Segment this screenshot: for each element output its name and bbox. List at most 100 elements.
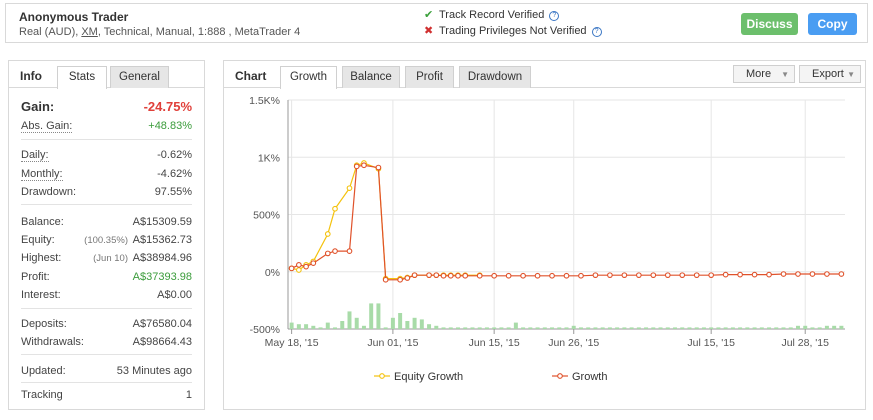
data-point[interactable]: [440, 272, 447, 279]
monthly-label[interactable]: Monthly:: [21, 168, 63, 181]
updated-row: Updated: 53 Minutes ago: [21, 365, 192, 377]
data-point[interactable]: [708, 272, 715, 279]
data-point[interactable]: [607, 272, 613, 279]
data-point[interactable]: [505, 272, 512, 279]
data-point[interactable]: [426, 272, 432, 279]
more-dropdown[interactable]: More ▼: [733, 65, 795, 83]
abs-gain-label[interactable]: Abs. Gain:: [21, 120, 73, 133]
data-point[interactable]: [809, 271, 816, 277]
tab-general[interactable]: General: [110, 66, 169, 88]
daily-label[interactable]: Daily:: [21, 149, 49, 162]
more-label: More: [746, 68, 772, 80]
data-point[interactable]: [737, 271, 743, 278]
data-point[interactable]: [549, 272, 555, 279]
data-point[interactable]: [324, 250, 331, 257]
activity-bar: [586, 327, 591, 329]
y-tick-label: 500%: [253, 210, 280, 222]
activity-bar: [651, 327, 656, 329]
data-point[interactable]: [288, 265, 295, 272]
data-point[interactable]: [578, 272, 584, 279]
activity-bar: [644, 327, 649, 329]
data-point[interactable]: [664, 272, 671, 279]
data-point[interactable]: [780, 271, 787, 277]
data-point[interactable]: [520, 272, 526, 279]
tab-profit[interactable]: Profit: [405, 66, 454, 88]
activity-bar: [528, 327, 533, 329]
equity-row: Equity: (100.35%) A$15362.73: [21, 234, 192, 246]
data-point[interactable]: [592, 272, 599, 279]
data-point[interactable]: [411, 272, 418, 279]
data-point[interactable]: [310, 260, 317, 267]
copy-button[interactable]: Copy: [808, 13, 857, 35]
data-point[interactable]: [455, 272, 461, 279]
data-point[interactable]: [722, 271, 729, 278]
data-point[interactable]: [621, 272, 628, 279]
data-point[interactable]: [382, 276, 389, 283]
chevron-down-icon: ▼: [781, 70, 789, 79]
x-tick-label: Jun 15, '15: [469, 337, 520, 349]
activity-bar: [434, 325, 439, 329]
export-dropdown[interactable]: Export ▼: [799, 65, 861, 83]
activity-bar: [289, 322, 294, 329]
activity-bar: [376, 303, 381, 329]
help-icon[interactable]: ?: [591, 27, 602, 37]
data-point[interactable]: [693, 272, 700, 279]
data-point[interactable]: [650, 272, 657, 279]
data-point[interactable]: [766, 271, 772, 278]
legend-label[interactable]: Growth: [572, 371, 607, 383]
data-point[interactable]: [534, 272, 541, 279]
data-point[interactable]: [491, 272, 498, 279]
tab-drawdown[interactable]: Drawdown: [459, 66, 531, 88]
activity-bar: [506, 327, 511, 329]
data-point[interactable]: [433, 272, 440, 279]
activity-bar: [535, 327, 540, 329]
broker-link[interactable]: XM: [81, 26, 98, 38]
activity-bar: [405, 321, 410, 329]
tab-stats[interactable]: Stats: [57, 66, 107, 89]
account-details: Real (AUD), XM, Technical, Manual, 1:888…: [19, 26, 300, 38]
data-point[interactable]: [397, 276, 403, 283]
balance-row: Balance: A$15309.59: [21, 216, 192, 228]
data-point[interactable]: [635, 272, 642, 279]
data-point[interactable]: [563, 272, 570, 279]
tab-balance[interactable]: Balance: [342, 66, 400, 88]
activity-bar: [767, 327, 772, 329]
discuss-button[interactable]: Discuss: [741, 13, 798, 35]
data-point[interactable]: [679, 272, 686, 279]
help-icon[interactable]: ?: [549, 11, 560, 21]
data-point[interactable]: [303, 263, 309, 270]
data-point[interactable]: [462, 272, 469, 279]
activity-bar: [680, 327, 685, 329]
x-tick-label: Jul 15, '15: [687, 337, 735, 349]
activity-bar: [788, 327, 793, 329]
tab-growth[interactable]: Growth: [280, 66, 337, 89]
data-point[interactable]: [751, 271, 758, 278]
data-point[interactable]: [404, 275, 411, 281]
data-point[interactable]: [795, 271, 801, 277]
data-point[interactable]: [296, 267, 302, 273]
data-point[interactable]: [346, 185, 353, 192]
activity-bar: [390, 317, 395, 329]
data-point[interactable]: [824, 271, 830, 277]
activity-bar: [448, 327, 453, 329]
data-point[interactable]: [447, 272, 454, 279]
activity-bar: [839, 325, 844, 329]
data-point[interactable]: [332, 248, 338, 254]
deposits-row: Deposits: A$76580.04: [21, 318, 192, 330]
data-point[interactable]: [346, 248, 353, 254]
data-point[interactable]: [324, 231, 331, 237]
data-point[interactable]: [838, 271, 845, 277]
activity-bar: [419, 319, 424, 329]
activity-bar: [398, 313, 403, 329]
data-point[interactable]: [353, 163, 360, 170]
activity-bar: [578, 327, 583, 329]
data-point[interactable]: [476, 272, 483, 279]
data-point[interactable]: [375, 164, 382, 171]
x-tick-label: Jul 28, '15: [781, 337, 829, 349]
data-point[interactable]: [332, 205, 338, 212]
data-point[interactable]: [296, 262, 302, 268]
series-line: [291, 162, 480, 280]
legend-label[interactable]: Equity Growth: [394, 371, 463, 383]
tracking-value: 1: [185, 389, 192, 401]
data-point[interactable]: [361, 162, 367, 169]
